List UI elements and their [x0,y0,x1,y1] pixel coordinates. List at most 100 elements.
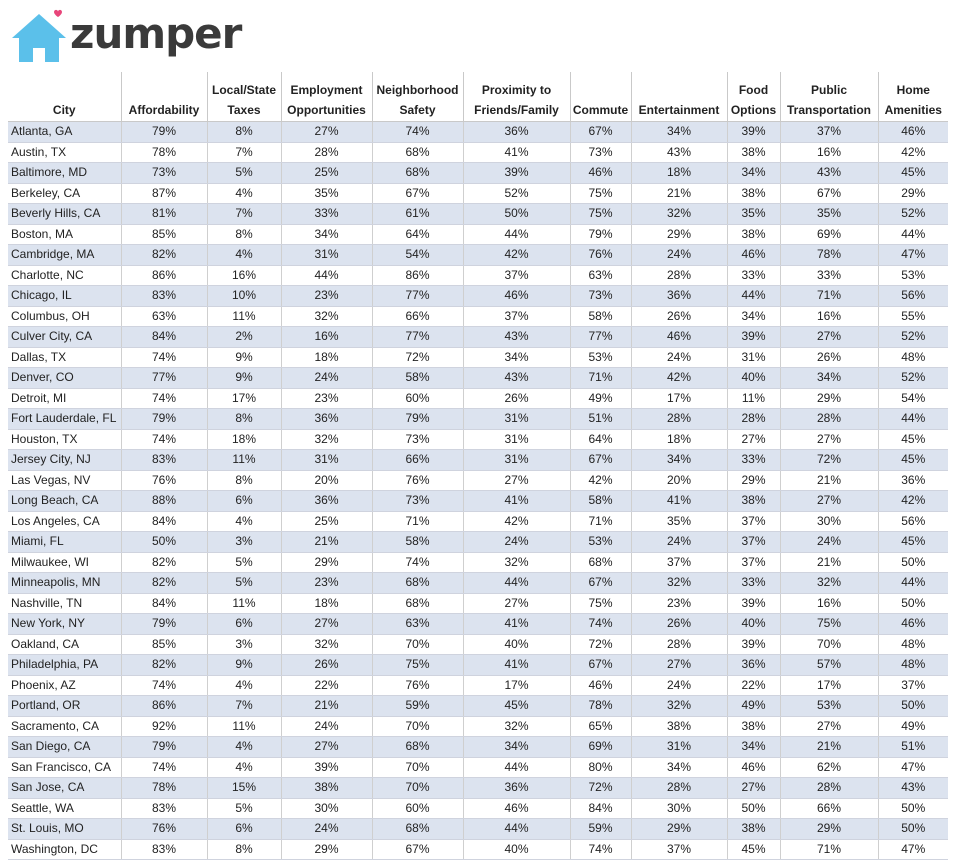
percent-cell: 49% [877,716,948,737]
percent-cell: 79% [120,121,207,143]
percent-cell: 24% [462,531,570,553]
percent-cell: 47% [877,757,948,778]
percent-cell: 73% [120,162,207,184]
percent-cell: 32% [630,203,727,225]
percent-cell: 67% [569,572,631,594]
percent-cell: 33% [280,203,372,225]
percent-cell: 70% [779,634,878,655]
percent-cell: 33% [779,265,878,286]
percent-cell: 35% [779,203,878,225]
table-row: Milwaukee, WI 82% 5% 29% 74% 32% 68% 37% 37% 21% 5… [8,552,948,573]
percent-cell: 72% [569,777,631,799]
percent-cell: 32% [280,429,372,450]
percent-cell: 9% [206,367,281,389]
city-cell: Portland, OR [8,695,121,717]
percent-cell: 5% [206,798,281,819]
table-row: Denver, CO 77% 9% 24% 58% 43% 71% 42% 40% 34% 52% [8,367,948,389]
percent-cell: 6% [206,490,281,512]
percent-cell: 40% [462,634,570,655]
percent-cell: 82% [120,654,207,676]
percent-cell: 21% [779,470,878,491]
percent-cell: 46% [569,675,631,696]
percent-cell: 36% [462,777,570,799]
percent-cell: 84% [120,593,207,614]
percent-cell: 47% [877,839,948,860]
percent-cell: 24% [280,716,372,737]
percent-cell: 27% [779,326,878,348]
percent-cell: 66% [779,798,878,819]
percent-cell: 68% [371,736,463,758]
percent-cell: 21% [779,736,878,758]
percent-cell: 58% [371,367,463,389]
percent-cell: 75% [371,654,463,676]
city-cell: Minneapolis, MN [8,572,121,594]
percent-cell: 40% [726,367,780,389]
percent-cell: 3% [206,634,281,655]
percent-cell: 86% [120,265,207,286]
table-row: Culver City, CA 84% 2% 16% 77% 43% 77% 46% 39% 27… [8,326,948,348]
percent-cell: 51% [569,408,631,430]
percent-cell: 52% [877,203,948,225]
percent-cell: 88% [120,490,207,512]
percent-cell: 48% [877,634,948,655]
percent-cell: 34% [726,736,780,758]
percent-cell: 7% [206,695,281,717]
table-row: Nashville, TN 84% 11% 18% 68% 27% 75% 23% 39% 16%… [8,593,948,614]
city-cell: St. Louis, MO [8,818,121,840]
percent-cell: 45% [877,531,948,553]
percent-cell: 23% [630,593,727,614]
percent-cell: 29% [726,470,780,491]
percent-cell: 86% [120,695,207,717]
city-cell: San Diego, CA [8,736,121,758]
percent-cell: 70% [371,716,463,737]
percent-cell: 7% [206,203,281,225]
percent-cell: 46% [877,613,948,635]
percent-cell: 2% [206,326,281,348]
percent-cell: 24% [280,367,372,389]
table-header: City Affordability Local/State Taxes Employ… [8,72,948,122]
percent-cell: 44% [726,285,780,307]
percent-cell: 11% [206,306,281,327]
city-cell: Chicago, IL [8,285,121,307]
table-row: St. Louis, MO 76% 6% 24% 68% 44% 59% 29% 38% 29% 5… [8,818,948,840]
table-row: Portland, OR 86% 7% 21% 59% 45% 78% 32% 49% 53% 50… [8,695,948,717]
percent-cell: 32% [630,695,727,717]
percent-cell: 74% [120,347,207,368]
percent-cell: 32% [630,572,727,594]
percent-cell: 9% [206,347,281,368]
percent-cell: 82% [120,572,207,594]
city-cell: Culver City, CA [8,326,121,348]
percent-cell: 37% [462,265,570,286]
table-row: Long Beach, CA 88% 6% 36% 73% 41% 58% 41% 38% 27%… [8,490,948,512]
table-row: Las Vegas, NV 76% 8% 20% 76% 27% 42% 20% 29% 21% 3… [8,470,948,491]
percent-cell: 4% [206,757,281,778]
percent-cell: 31% [462,429,570,450]
percent-cell: 68% [569,552,631,573]
percent-cell: 45% [462,695,570,717]
percent-cell: 4% [206,183,281,204]
header-row: City Affordability Local/State Taxes Employ… [8,72,948,122]
percent-cell: 30% [280,798,372,819]
percent-cell: 45% [877,162,948,184]
city-cell: Fort Lauderdale, FL [8,408,121,430]
percent-cell: 21% [630,183,727,204]
percent-cell: 36% [280,490,372,512]
percent-cell: 38% [726,224,780,245]
percent-cell: 67% [371,839,463,860]
percent-cell: 5% [206,162,281,184]
percent-cell: 76% [120,470,207,491]
percent-cell: 69% [779,224,878,245]
percent-cell: 64% [569,429,631,450]
percent-cell: 83% [120,798,207,819]
percent-cell: 84% [120,326,207,348]
percent-cell: 51% [877,736,948,758]
percent-cell: 22% [280,675,372,696]
percent-cell: 18% [630,162,727,184]
percent-cell: 29% [630,224,727,245]
city-cell: Charlotte, NC [8,265,121,286]
percent-cell: 66% [371,449,463,471]
percent-cell: 27% [280,121,372,143]
percent-cell: 44% [462,224,570,245]
table-row: Columbus, OH 63% 11% 32% 66% 37% 58% 26% 34% 16% 5… [8,306,948,327]
city-cell: Austin, TX [8,142,121,163]
